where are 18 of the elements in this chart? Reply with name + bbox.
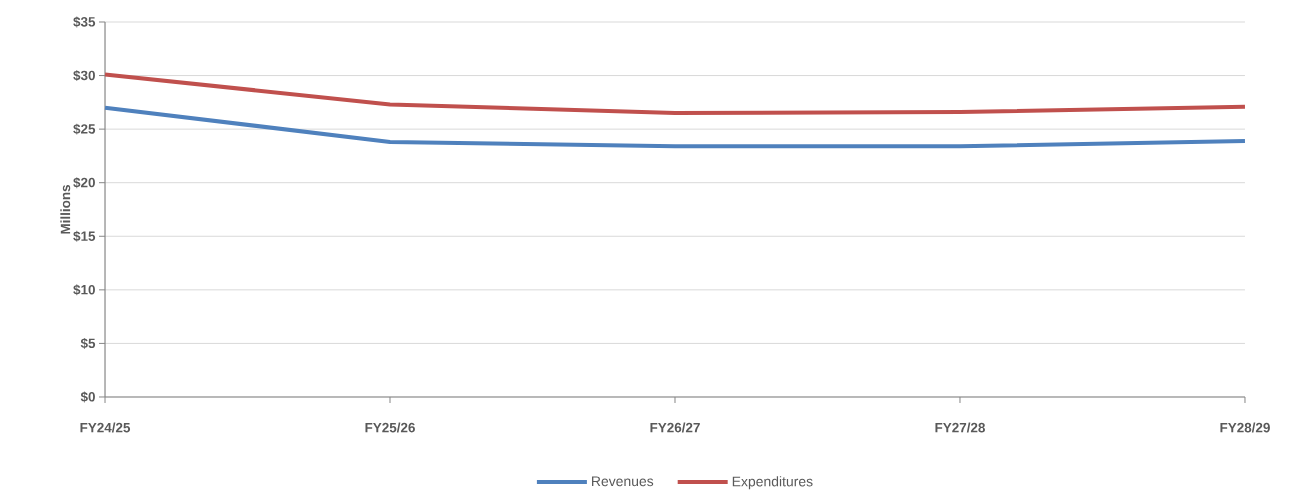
y-axis-title: Millions xyxy=(60,184,71,234)
y-tick-label: $0 xyxy=(80,391,95,403)
y-tick-label: $5 xyxy=(80,337,96,349)
y-tick-label: $25 xyxy=(73,123,96,135)
y-tick-label: $35 xyxy=(73,16,96,28)
y-tick-label: $10 xyxy=(73,284,95,296)
line-series xyxy=(103,72,1247,116)
legend-label: Expenditures xyxy=(732,476,813,490)
line-series xyxy=(103,105,1247,149)
y-tick-label: $30 xyxy=(73,70,95,82)
x-tick-label: FY26/27 xyxy=(650,422,700,433)
x-tick-label: FY27/28 xyxy=(935,422,985,433)
y-tick-label: $20 xyxy=(73,177,95,189)
y-tick-label: $15 xyxy=(73,230,96,242)
legend-label: Revenues xyxy=(592,476,654,487)
x-tick-label: FY28/29 xyxy=(1220,422,1270,433)
x-tick-label: FY25/26 xyxy=(365,422,415,433)
x-tick-label: FY24/25 xyxy=(80,422,131,433)
